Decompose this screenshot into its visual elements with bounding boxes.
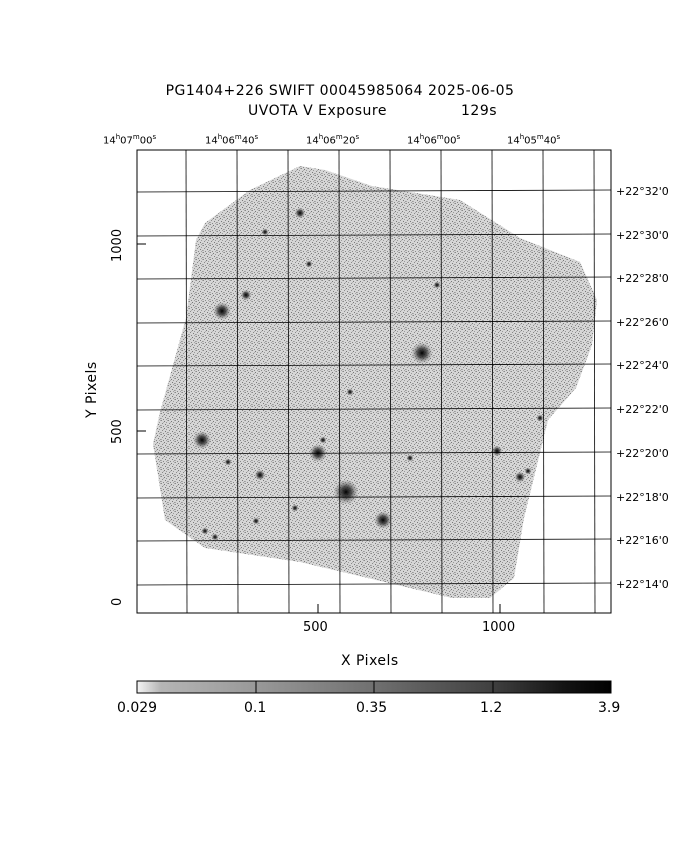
- colorbar-tick-0: 0.029: [117, 700, 158, 716]
- y-tick-500: 500: [110, 419, 125, 444]
- star-source: [346, 388, 354, 396]
- ra-tick-label: 14h05m40s: [507, 133, 561, 147]
- star-source: [193, 431, 211, 449]
- colorbar-tick-3: 1.2: [480, 700, 503, 716]
- colorbar-ticks: [136, 681, 612, 693]
- ra-tick-label: 14h06m40s: [205, 133, 259, 147]
- star-source: [291, 504, 299, 512]
- y-tick-0: 0: [110, 597, 125, 606]
- dec-tick-label: +22°24'0: [616, 359, 669, 372]
- x-tick-1000: 1000: [482, 620, 516, 635]
- star-source: [211, 533, 219, 541]
- dec-tick-label: +22°20'0: [616, 447, 669, 460]
- ra-tick-label: 14h06m20s: [306, 133, 360, 147]
- star-source: [536, 414, 544, 422]
- star-source: [254, 469, 266, 481]
- dec-tick-label: +22°30'0: [616, 229, 669, 242]
- dec-tick-label: +22°14'0: [616, 578, 669, 591]
- star-source: [524, 467, 532, 475]
- exposure-label: UVOTA V Exposure: [248, 103, 387, 119]
- star-source: [406, 454, 414, 462]
- star-source: [201, 527, 209, 535]
- x-axis-label: X Pixels: [341, 653, 399, 669]
- star-source: [213, 302, 231, 320]
- star-source: [433, 281, 441, 289]
- star-source: [514, 471, 526, 483]
- dec-tick-label: +22°18'0: [616, 491, 669, 504]
- star-source: [319, 436, 327, 444]
- colorbar-tick-2: 0.35: [356, 700, 388, 716]
- star-source: [294, 207, 306, 219]
- star-source: [411, 342, 433, 364]
- dec-tick-label: +22°26'0: [616, 316, 669, 329]
- dec-tick-label: +22°22'0: [616, 403, 669, 416]
- coordinate-grid: [137, 150, 611, 613]
- dec-tick-label: +22°16'0: [616, 534, 669, 547]
- star-source: [333, 479, 359, 505]
- star-source: [252, 517, 260, 525]
- star-source: [261, 228, 269, 236]
- ra-tick-label: 14h06m00s: [407, 133, 461, 147]
- colorbar-tick-4: 3.9: [598, 700, 621, 716]
- exposure-footprint: [153, 166, 597, 598]
- y-tick-1000: 1000: [110, 228, 125, 262]
- star-source: [374, 511, 392, 529]
- star-source: [240, 289, 252, 301]
- star-source: [224, 458, 232, 466]
- plot-frame: [136, 149, 612, 614]
- y-axis-label: Y Pixels: [84, 361, 100, 418]
- exposure-time: 129s: [461, 103, 498, 119]
- image-title: PG1404+226 SWIFT 00045985064 2025-06-05: [165, 83, 515, 99]
- star-source: [305, 260, 313, 268]
- x-tick-500: 500: [303, 620, 328, 635]
- dec-tick-label: +22°32'0: [616, 185, 669, 198]
- ra-tick-label: 14h07m00s: [103, 133, 157, 147]
- star-source: [491, 445, 503, 457]
- dec-tick-label: +22°28'0: [616, 272, 669, 285]
- colorbar-tick-1: 0.1: [244, 700, 267, 716]
